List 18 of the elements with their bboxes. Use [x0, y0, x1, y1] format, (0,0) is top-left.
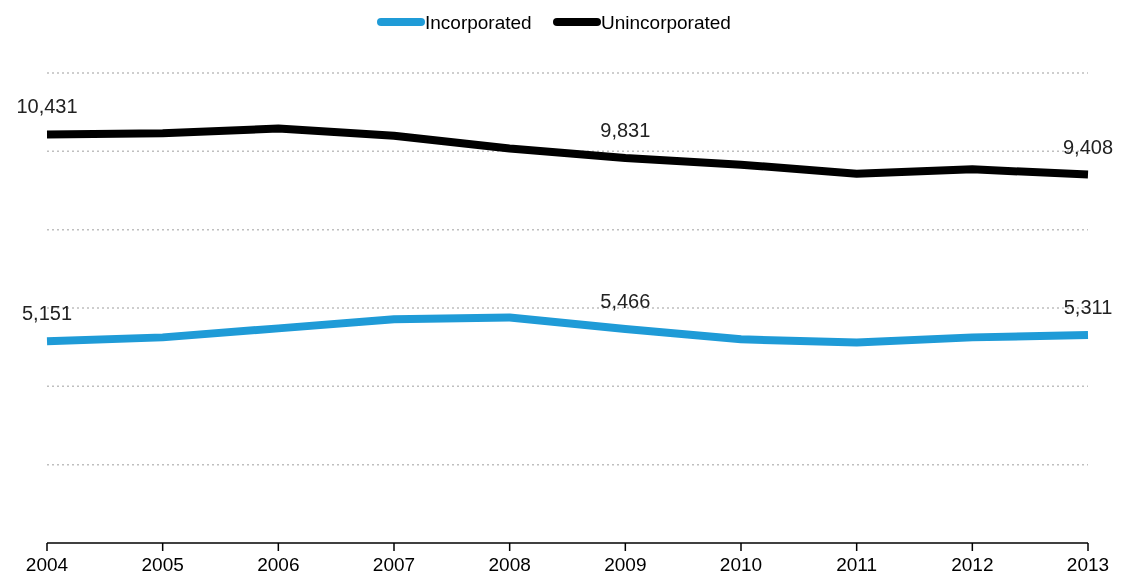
x-tick-label: 2005: [141, 554, 184, 575]
data-label: 10,431: [16, 95, 78, 118]
x-tick-label: 2007: [372, 554, 416, 575]
x-tick-label: 2008: [488, 554, 531, 575]
x-tick-label: 2012: [951, 554, 994, 575]
x-tick-label: 2009: [604, 554, 647, 575]
x-tick-label: 2006: [257, 554, 300, 575]
x-tick-label: 2013: [1066, 554, 1110, 575]
x-tick-label: 2011: [836, 554, 878, 575]
x-tick-label: 2004: [25, 554, 69, 575]
legend-label: Incorporated: [425, 12, 532, 33]
data-label: 9,831: [600, 118, 651, 141]
data-label: 5,311: [1063, 295, 1113, 318]
data-label: 5,151: [21, 302, 73, 325]
x-tick-label: 2010: [719, 554, 763, 575]
data-label: 5,466: [600, 289, 651, 312]
legend-label: Unincorporated: [601, 12, 731, 33]
data-label: 9,408: [1062, 135, 1114, 158]
